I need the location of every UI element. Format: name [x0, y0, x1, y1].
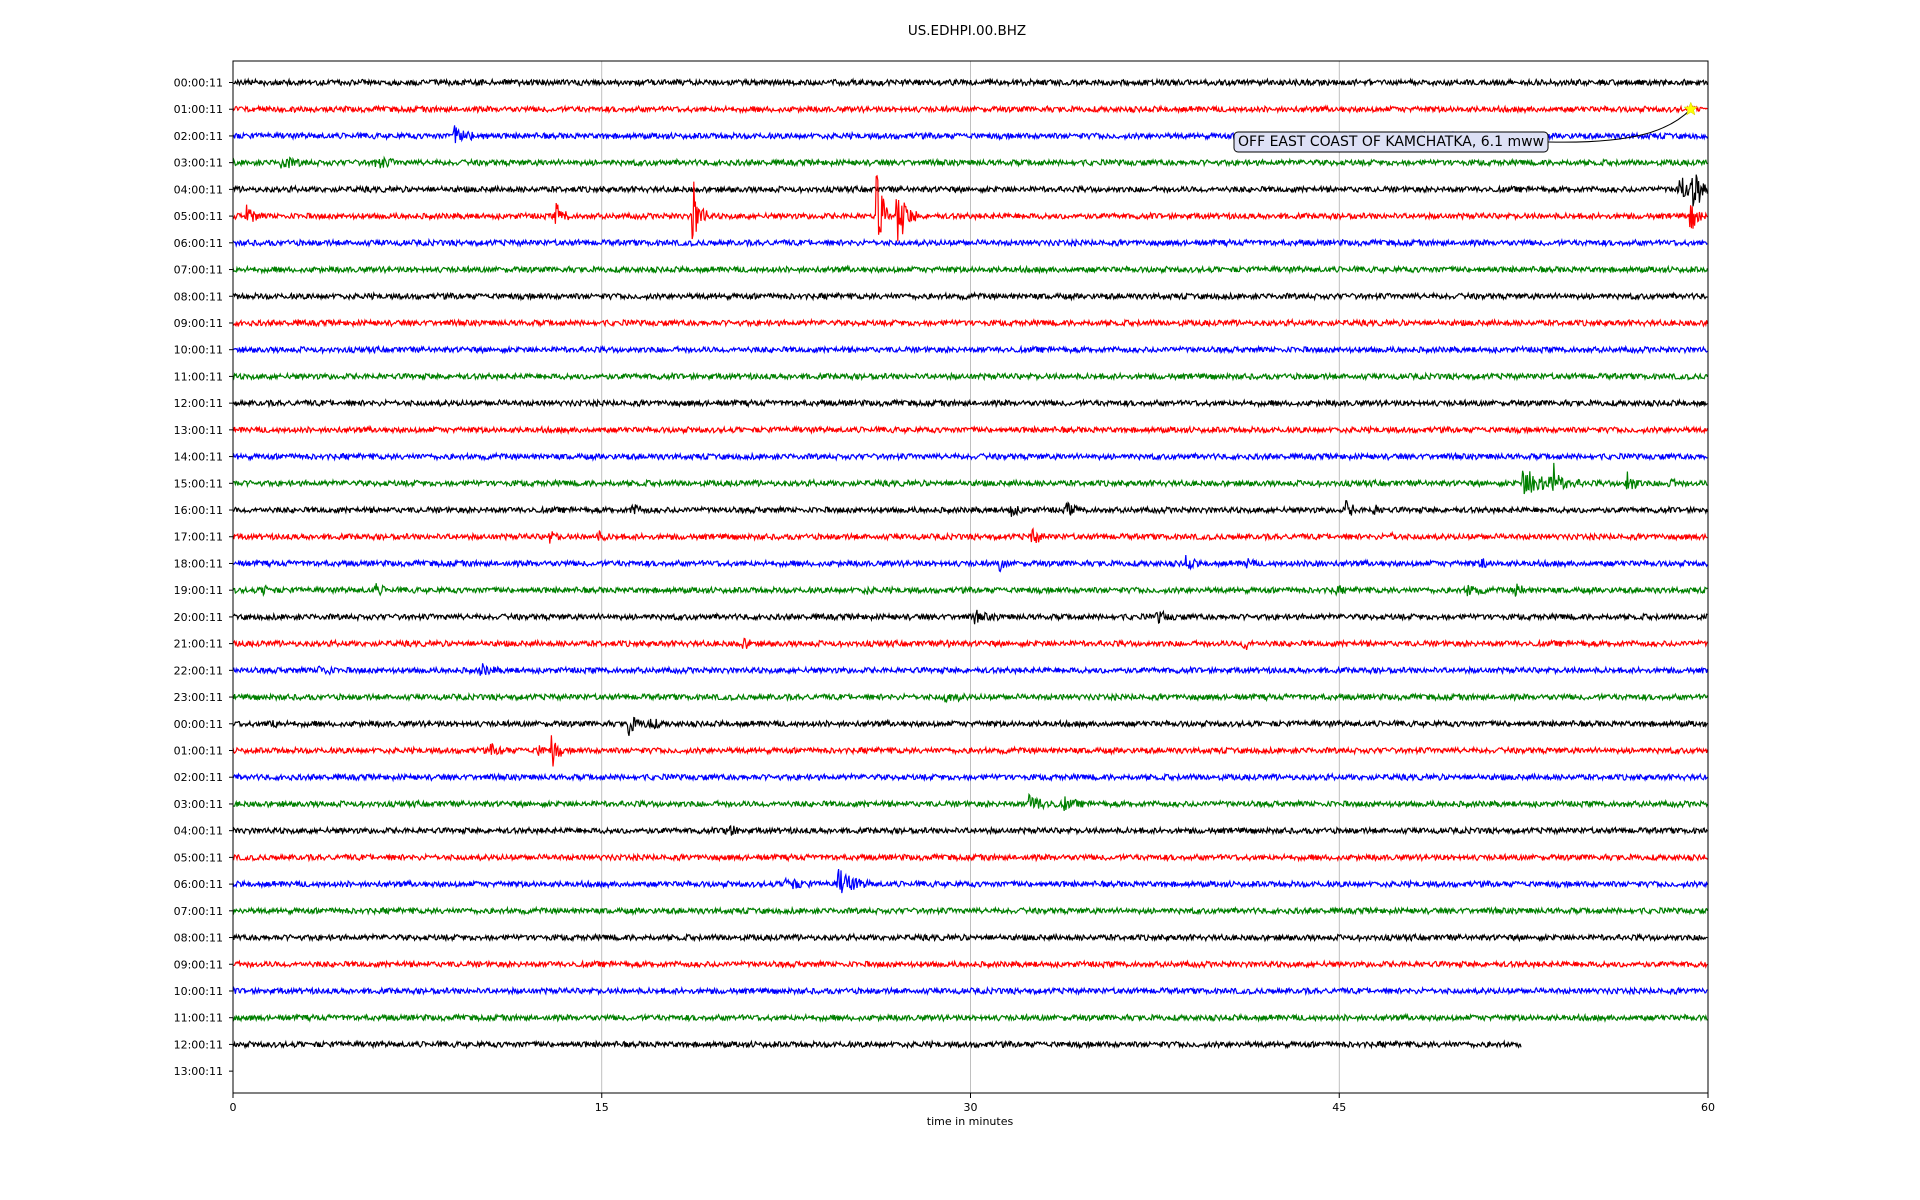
row-label-23: 23:00:11: [174, 691, 223, 704]
trace-row-30: [232, 868, 1708, 894]
trace-row-24: [232, 716, 1708, 737]
row-label-1: 01:00:11: [174, 103, 223, 116]
row-label-26: 02:00:11: [174, 771, 223, 784]
row-label-25: 01:00:11: [174, 745, 223, 758]
trace-row-10: [232, 344, 1708, 355]
trace-row-35: [232, 1012, 1708, 1023]
trace-row-25: [232, 735, 1708, 767]
row-label-37: 13:00:11: [174, 1065, 223, 1078]
row-label-22: 22:00:11: [174, 664, 223, 677]
row-label-19: 19:00:11: [174, 584, 223, 597]
row-label-2: 02:00:11: [174, 130, 223, 143]
trace-row-9: [232, 317, 1708, 329]
trace-row-29: [232, 852, 1708, 863]
trace-row-19: [232, 583, 1708, 598]
trace-row-14: [232, 451, 1708, 462]
trace-row-23: [232, 692, 1708, 704]
row-label-34: 10:00:11: [174, 985, 223, 998]
trace-row-11: [232, 371, 1708, 382]
row-label-6: 06:00:11: [174, 237, 223, 250]
row-label-3: 03:00:11: [174, 157, 223, 170]
chart-title: US.EDHPI.00.BHZ: [908, 23, 1026, 39]
row-label-15: 15:00:11: [174, 477, 223, 490]
row-label-36: 12:00:11: [174, 1038, 223, 1051]
row-label-16: 16:00:11: [174, 504, 223, 517]
row-label-18: 18:00:11: [174, 557, 223, 570]
row-label-29: 05:00:11: [174, 851, 223, 864]
row-label-28: 04:00:11: [174, 825, 223, 838]
trace-row-0: [232, 77, 1708, 88]
trace-group: [232, 77, 1708, 1050]
trace-row-13: [232, 424, 1708, 436]
trace-row-15: [232, 462, 1708, 495]
trace-row-12: [232, 398, 1708, 409]
row-label-8: 08:00:11: [174, 290, 223, 303]
row-label-11: 11:00:11: [174, 370, 223, 383]
trace-row-21: [232, 637, 1708, 650]
x-axis-label: time in minutes: [927, 1115, 1014, 1128]
annotation-box: [1233, 131, 1549, 153]
row-label-17: 17:00:11: [174, 531, 223, 544]
event-annotation: OFF EAST COAST OF KAMCHATKA, 6.1 mww: [1233, 101, 1699, 153]
trace-row-22: [232, 663, 1708, 676]
x-tick-label-2: 30: [964, 1101, 978, 1114]
trace-row-16: [232, 500, 1708, 517]
trace-row-4: [232, 174, 1708, 207]
row-label-12: 12:00:11: [174, 397, 223, 410]
annotation-text: OFF EAST COAST OF KAMCHATKA, 6.1 mww: [1238, 134, 1544, 150]
x-tick-label-3: 45: [1332, 1101, 1346, 1114]
event-star-icon: [1683, 101, 1699, 116]
row-label-30: 06:00:11: [174, 878, 223, 891]
annotation-arrow: [1548, 108, 1692, 143]
trace-row-17: [232, 527, 1708, 544]
x-tick-label-1: 15: [595, 1101, 609, 1114]
row-label-35: 11:00:11: [174, 1012, 223, 1025]
row-label-5: 05:00:11: [174, 210, 223, 223]
row-label-13: 13:00:11: [174, 424, 223, 437]
trace-row-3: [232, 155, 1708, 169]
trace-row-36: [232, 1039, 1522, 1050]
row-label-14: 14:00:11: [174, 451, 223, 464]
row-label-0: 00:00:11: [174, 77, 223, 90]
trace-row-32: [232, 932, 1708, 943]
row-label-31: 07:00:11: [174, 905, 223, 918]
row-label-24: 00:00:11: [174, 718, 223, 731]
row-label-10: 10:00:11: [174, 344, 223, 357]
trace-row-5: [232, 174, 1708, 242]
trace-row-18: [232, 554, 1708, 573]
trace-row-6: [232, 237, 1708, 248]
x-tick-label-4: 60: [1701, 1101, 1715, 1114]
row-label-9: 09:00:11: [174, 317, 223, 330]
row-label-20: 20:00:11: [174, 611, 223, 624]
row-label-27: 03:00:11: [174, 798, 223, 811]
vertical-gridlines: [601, 61, 1340, 1093]
trace-row-31: [232, 905, 1708, 917]
row-label-32: 08:00:11: [174, 932, 223, 945]
trace-row-8: [232, 291, 1708, 302]
trace-row-28: [232, 824, 1708, 836]
trace-row-7: [232, 264, 1708, 275]
row-label-33: 09:00:11: [174, 958, 223, 971]
x-axis: 0 15 30 45 60: [230, 1093, 1715, 1114]
row-label-group: 00:00:11 01:00:11 02:00:11 03:00:11 04:00:11…: [174, 77, 233, 1078]
row-label-7: 07:00:11: [174, 264, 223, 277]
row-label-4: 04:00:11: [174, 183, 223, 196]
trace-row-1: [232, 104, 1708, 115]
trace-row-34: [232, 985, 1708, 996]
trace-row-27: [232, 792, 1708, 812]
trace-row-33: [232, 959, 1708, 970]
row-label-21: 21:00:11: [174, 638, 223, 651]
plot-frame: [232, 60, 1709, 1094]
x-tick-label-0: 0: [230, 1101, 237, 1114]
trace-row-20: [232, 609, 1708, 625]
trace-row-26: [232, 771, 1708, 783]
